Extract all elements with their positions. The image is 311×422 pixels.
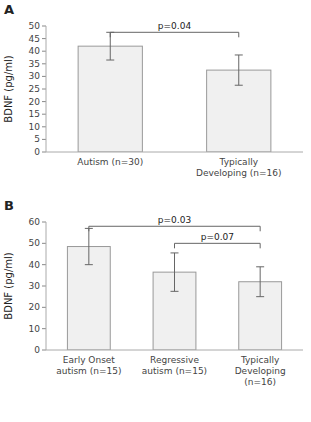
tick-label: 30: [29, 281, 41, 291]
error-cap: [106, 60, 114, 61]
tick-label: 10: [29, 122, 41, 132]
tick-mark: [42, 38, 46, 39]
error-bar: [235, 55, 243, 85]
tick-mark: [42, 76, 46, 77]
marks: [78, 32, 271, 152]
annotation: p=0.03: [158, 215, 191, 225]
x-axis: [46, 350, 303, 351]
error-cap: [171, 252, 179, 253]
title: A: [4, 2, 14, 17]
title: B: [4, 198, 14, 213]
tick-label: 40: [29, 46, 41, 56]
tick-mark: [42, 307, 46, 308]
error-line: [88, 228, 89, 264]
tick-mark: [42, 139, 46, 140]
significance-line: [110, 32, 239, 37]
tick-label: 60: [29, 217, 41, 227]
significance-line: [89, 226, 260, 231]
category-label-line: autism (n=15): [56, 366, 121, 376]
tick-label: 15: [29, 109, 40, 119]
tick-mark: [42, 126, 46, 127]
error-bar: [171, 253, 179, 291]
tick-label: 50: [29, 21, 41, 31]
tick-label: 0: [34, 345, 40, 355]
category-label: Early Onsetautism (n=15): [56, 355, 121, 376]
annotation: p=0.07: [201, 232, 234, 242]
tick-label: 45: [29, 34, 40, 44]
category-label-line: Early Onset: [63, 355, 116, 365]
category-label-line: (n=16): [244, 377, 276, 387]
category-label: TypicallyDeveloping (n=16): [196, 157, 282, 178]
tick-mark: [42, 114, 46, 115]
x-axis: [46, 152, 303, 153]
category-label-line: Regressive: [150, 355, 199, 365]
axis-label: BDNF (pg/ml): [3, 252, 14, 319]
error-line: [238, 55, 239, 85]
tick-mark: [42, 264, 46, 265]
tick-label: 20: [29, 97, 41, 107]
marks: [67, 228, 281, 350]
bar: [78, 46, 142, 152]
category-label-line: Developing (n=16): [196, 168, 282, 178]
error-bar: [256, 267, 264, 297]
tick-label: 0: [34, 147, 40, 157]
tick-label: 25: [29, 84, 40, 94]
tick-mark: [42, 286, 46, 287]
error-cap: [235, 85, 243, 86]
tick-mark: [42, 51, 46, 52]
tick-mark: [42, 63, 46, 64]
category-label-line: Typically: [240, 355, 280, 365]
y-axis: [46, 222, 47, 350]
tick-label: 40: [29, 260, 41, 270]
chart: A 0 5 10 15 20 25 30 35 40 45 50 BDNF (pg/ml) Autism …: [0, 0, 311, 422]
error-cap: [256, 296, 264, 297]
tick-label: 50: [29, 238, 41, 248]
tick-label: 5: [34, 134, 40, 144]
error-cap: [171, 291, 179, 292]
tick-mark: [42, 101, 46, 102]
tick-label: 10: [29, 324, 41, 334]
annotation: p=0.04: [158, 21, 192, 31]
tick-label: 35: [29, 59, 40, 69]
error-cap: [235, 54, 243, 55]
error-bar: [85, 228, 93, 264]
tick-mark: [42, 243, 46, 244]
category-label: TypicallyDeveloping(n=16): [235, 355, 286, 387]
panel: B0102030405060BDNF (pg/ml)Early Onsetaut…: [3, 198, 303, 387]
error-cap: [256, 266, 264, 267]
tick-mark: [42, 26, 46, 27]
category-label: Autism (n=30): [77, 157, 143, 167]
panel: A 0 5 10 15 20 25 30 35 40 45 50 BDNF (pg/ml) Autism …: [3, 2, 303, 178]
tick-mark: [42, 350, 46, 351]
category-label: Regressiveautism (n=15): [142, 355, 207, 376]
significance-line: [175, 243, 261, 248]
category-label-line: Typically: [219, 157, 259, 167]
tick-mark: [42, 152, 46, 153]
category-label-line: Autism (n=30): [77, 157, 143, 167]
tick-mark: [42, 89, 46, 90]
tick-label: 30: [29, 71, 41, 81]
y-axis: [46, 26, 47, 152]
category-label-line: autism (n=15): [142, 366, 207, 376]
axis-label: BDNF (pg/ml): [3, 55, 14, 122]
tick-label: 20: [29, 302, 41, 312]
tick-mark: [42, 328, 46, 329]
category-label-line: Developing: [235, 366, 286, 376]
error-line: [174, 253, 175, 291]
tick-mark: [42, 222, 46, 223]
error-cap: [85, 264, 93, 265]
error-line: [260, 267, 261, 297]
